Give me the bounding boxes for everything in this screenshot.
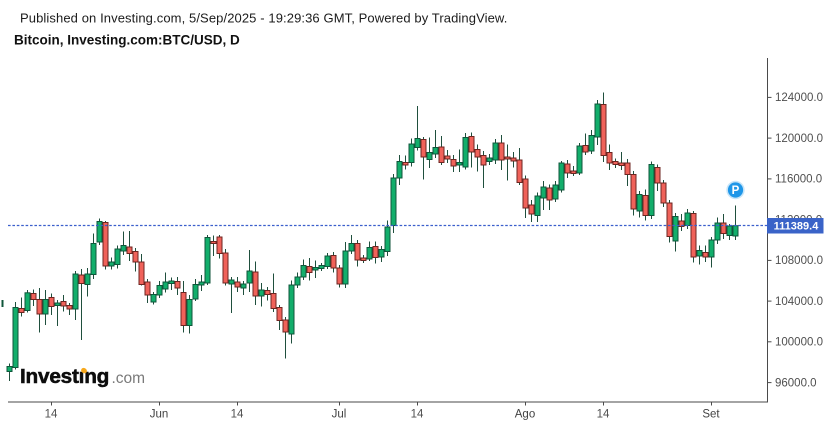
svg-text:14: 14	[45, 409, 58, 421]
svg-text:14: 14	[411, 409, 424, 421]
svg-text:108000.0: 108000.0	[775, 255, 823, 267]
svg-text:Jun: Jun	[150, 409, 169, 421]
svg-text:Jul: Jul	[332, 409, 347, 421]
svg-text:111389.4: 111389.4	[774, 221, 820, 233]
svg-text:Set: Set	[702, 409, 720, 421]
svg-text:104000.0: 104000.0	[775, 296, 823, 308]
svg-text:124000.0: 124000.0	[775, 92, 823, 104]
svg-text:Ago: Ago	[515, 409, 535, 421]
svg-text:96000.0: 96000.0	[775, 377, 817, 389]
svg-text:120000.0: 120000.0	[775, 133, 823, 145]
svg-text:Bitcoin, Investing.com:BTC/USD: Bitcoin, Investing.com:BTC/USD, D	[14, 33, 240, 48]
svg-text:100000.0: 100000.0	[775, 337, 823, 349]
svg-text:116000.0: 116000.0	[775, 174, 822, 186]
svg-text:P: P	[732, 185, 740, 197]
svg-text:14: 14	[231, 409, 244, 421]
svg-text:14: 14	[597, 409, 610, 421]
svg-text:Published on Investing.com, 5/: Published on Investing.com, 5/Sep/2025 -…	[20, 11, 507, 26]
